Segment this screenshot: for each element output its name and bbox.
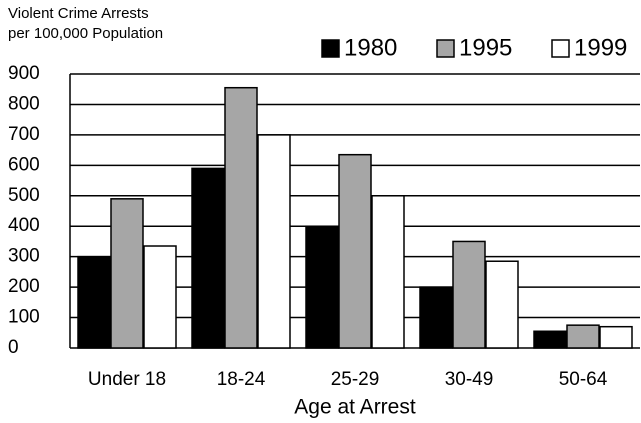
bar [143,245,177,349]
y-tick-label: 600 [8,154,40,175]
legend-swatch [551,39,570,58]
x-axis-label: Age at Arrest [294,396,416,419]
y-tick-label: 500 [8,185,40,206]
y-tick-label: 300 [8,246,40,267]
y-tick-label: 800 [8,93,40,114]
bar [371,195,405,349]
bar [338,153,372,349]
bar [191,167,225,349]
y-tick-label: 900 [8,63,40,84]
bar [599,325,633,349]
y-axis-label: Violent Crime Arrests [8,5,149,22]
bar [77,255,111,349]
y-tick-label: 400 [8,215,40,236]
bar [305,225,339,349]
bar [110,198,144,349]
y-tick-label: 700 [8,124,40,145]
y-tick-label: 200 [8,276,40,297]
bar [533,330,567,349]
bar [224,86,258,349]
x-tick-label: 18-24 [217,369,266,390]
legend-label: 1999 [574,34,627,61]
x-tick-label: Under 18 [88,369,166,390]
legend-label: 1980 [344,34,397,61]
legend-swatch [436,39,455,58]
x-tick-label: 25-29 [331,369,380,390]
x-tick-label: 30-49 [445,369,494,390]
legend-swatch [321,39,340,58]
bar [257,134,291,349]
x-tick-label: 50-64 [559,369,608,390]
bar [419,286,453,349]
bar [452,240,486,349]
y-axis-label: per 100,000 Population [8,25,163,42]
y-tick-label: 0 [8,337,19,358]
y-tick-label: 100 [8,307,40,328]
legend-label: 1995 [459,34,512,61]
bar [566,324,600,349]
bar [485,260,519,349]
